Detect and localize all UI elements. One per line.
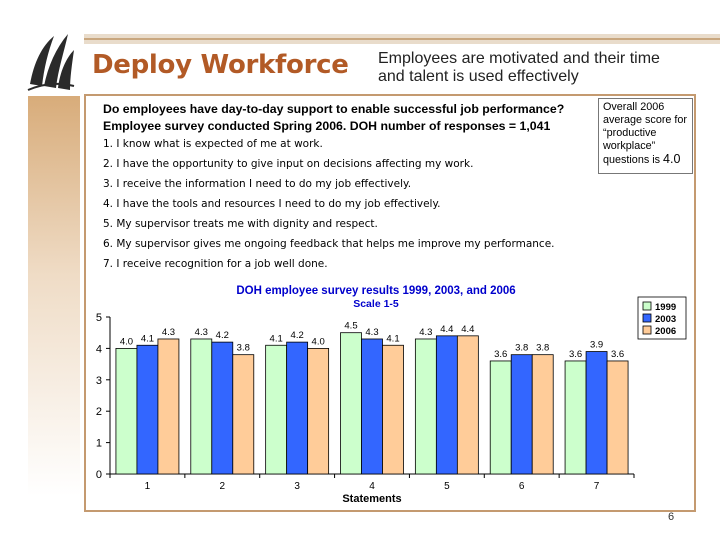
data-label: 3.6 — [494, 349, 507, 360]
bar-1999 — [190, 338, 213, 475]
survey-bar-chart: DOH employee survey results 1999, 2003, … — [96, 285, 687, 505]
bar-1999 — [564, 360, 587, 475]
callout-text: Overall 2006 average score for “producti… — [603, 101, 688, 166]
data-label: 4.4 — [461, 324, 474, 335]
statement-item: 1. I know what is expected of me at work… — [103, 138, 323, 150]
legend-swatch-1999 — [642, 301, 652, 311]
data-label: 4.3 — [162, 327, 175, 338]
bar-2006 — [606, 360, 629, 475]
statement-item: 5. My supervisor treats me with dignity … — [103, 218, 378, 230]
bar-2006 — [157, 338, 180, 475]
x-tick-label: 1 — [145, 481, 151, 492]
data-label: 4.1 — [141, 333, 154, 344]
bar-2006 — [531, 354, 554, 475]
sidebar-gradient — [28, 96, 80, 496]
y-tick-label: 4 — [96, 343, 102, 355]
statement-item: 2. I have the opportunity to give input … — [103, 158, 474, 170]
data-label: 4.3 — [195, 327, 208, 338]
data-label: 3.8 — [237, 343, 250, 354]
y-tick-label: 1 — [96, 438, 102, 450]
data-label: 3.6 — [569, 349, 582, 360]
data-label: 4.4 — [440, 324, 453, 335]
logo-icon — [27, 34, 75, 91]
x-tick-label: 5 — [444, 481, 450, 492]
legend-label: 2006 — [655, 326, 676, 337]
x-tick-label: 2 — [220, 481, 226, 492]
legend-swatch-2003 — [642, 313, 652, 323]
y-tick-label: 5 — [96, 312, 102, 324]
x-tick-label: 3 — [294, 481, 300, 492]
bar-2003 — [435, 335, 458, 475]
data-label: 4.3 — [419, 327, 432, 338]
y-tick-label: 0 — [96, 469, 102, 481]
data-label: 4.2 — [216, 330, 229, 341]
data-label: 4.0 — [312, 336, 325, 347]
data-label: 3.8 — [536, 343, 549, 354]
bar-2003 — [361, 338, 383, 475]
bar-2003 — [211, 341, 234, 475]
data-label: 4.2 — [291, 330, 304, 341]
x-tick-label: 6 — [519, 481, 525, 492]
statement-item: 3. I receive the information I need to d… — [103, 178, 412, 190]
overall-score-callout: Overall 2006 average score for “producti… — [598, 98, 693, 174]
data-label: 4.0 — [120, 336, 133, 347]
bar-2006 — [456, 335, 479, 475]
survey-question: Do employees have day-to-day support to … — [103, 101, 564, 135]
bar-1999 — [115, 348, 138, 475]
y-tick-label: 2 — [96, 406, 102, 418]
statement-item: 6. My supervisor gives me ongoing feedba… — [103, 238, 555, 250]
data-label: 4.5 — [344, 321, 357, 332]
x-axis-label: Statements — [342, 493, 401, 505]
bar-2003 — [136, 344, 159, 475]
question-line-1: Do employees have day-to-day support to … — [103, 102, 565, 116]
x-tick-label: 7 — [594, 481, 600, 492]
bar-2006 — [232, 354, 255, 475]
statement-list: 1. I know what is expected of me at work… — [103, 137, 555, 277]
slide-subtitle: Employees are motivated and their time a… — [378, 50, 660, 85]
bar-2006 — [382, 344, 404, 475]
statement-item: 7. I receive recognition for a job well … — [103, 258, 328, 270]
x-tick-label: 4 — [369, 481, 375, 492]
header-rule — [84, 34, 720, 44]
legend-swatch-2006 — [642, 325, 652, 335]
data-label: 3.8 — [515, 343, 528, 354]
y-tick-label: 3 — [96, 375, 102, 387]
question-line-2: Employee survey conducted Spring 2006. D… — [103, 119, 551, 133]
data-label: 3.6 — [611, 349, 624, 360]
bar-2003 — [585, 351, 608, 475]
data-label: 3.9 — [590, 340, 603, 351]
bar-1999 — [414, 338, 437, 475]
slide-title: Deploy Workforce — [92, 50, 349, 80]
bar-2003 — [286, 341, 309, 475]
page-number: 6 — [668, 511, 675, 523]
bar-2006 — [307, 348, 330, 475]
data-label: 4.1 — [386, 333, 399, 344]
legend-label: 2003 — [655, 314, 676, 325]
bar-1999 — [340, 332, 362, 475]
bar-1999 — [265, 344, 288, 475]
statement-item: 4. I have the tools and resources I need… — [103, 198, 441, 210]
bar-1999 — [489, 360, 512, 475]
legend-label: 1999 — [655, 302, 676, 313]
chart-subtitle: Scale 1-5 — [353, 298, 399, 310]
data-label: 4.3 — [365, 327, 378, 338]
bar-2003 — [510, 354, 533, 475]
data-label: 4.1 — [270, 333, 283, 344]
callout-value: 4.0 — [663, 152, 681, 166]
chart-title: DOH employee survey results 1999, 2003, … — [236, 285, 515, 297]
